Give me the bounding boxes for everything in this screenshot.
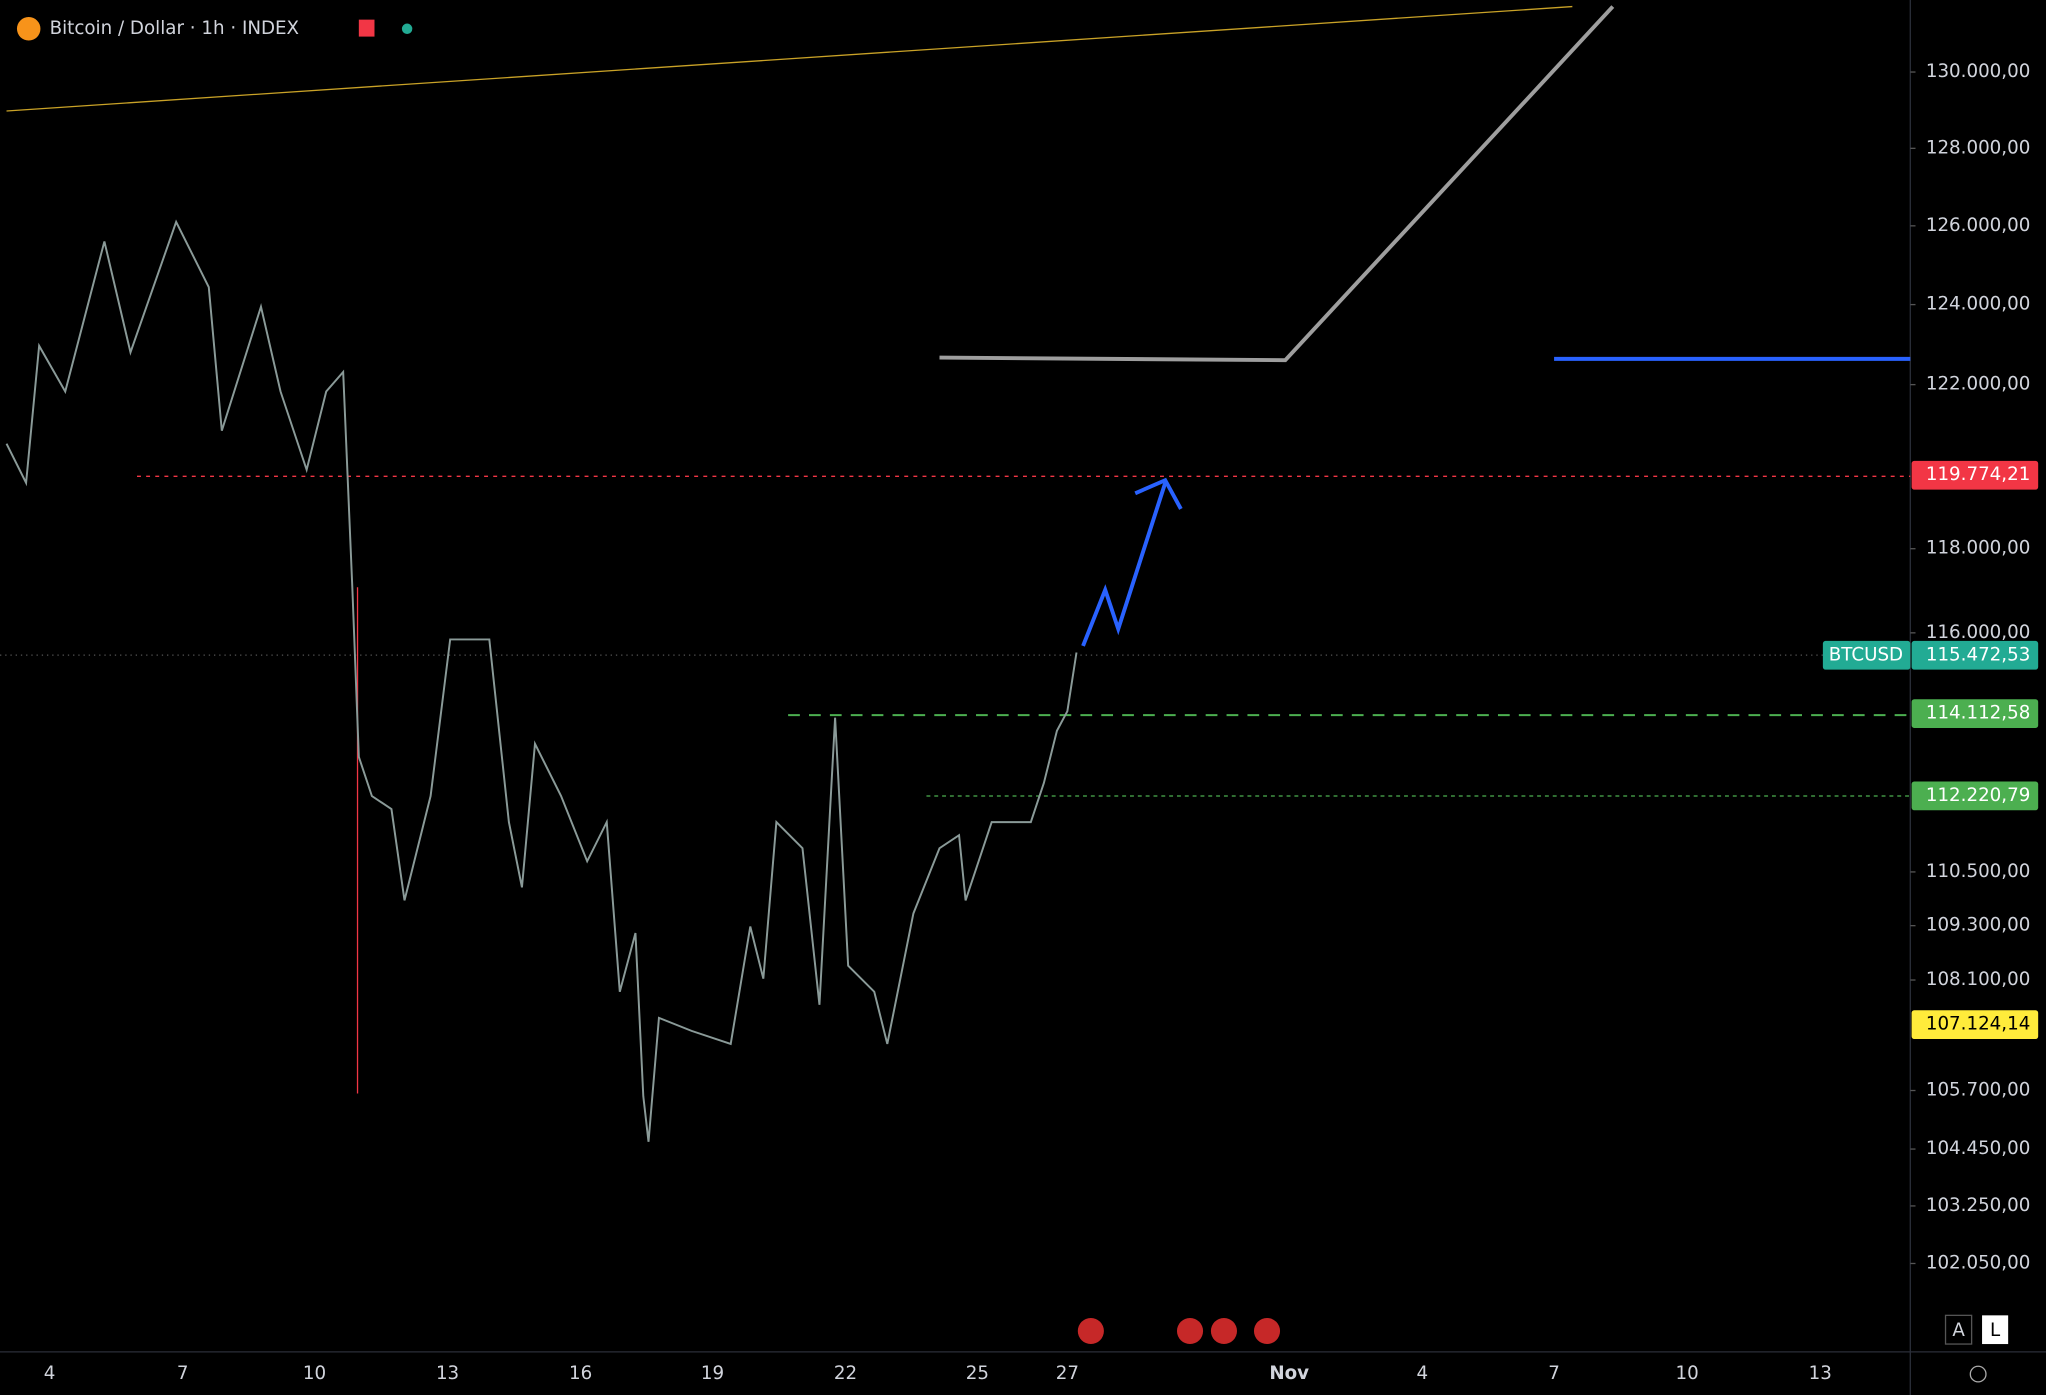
time-tick-label: 7 (177, 1363, 189, 1384)
time-tick-label: 10 (1676, 1363, 1699, 1384)
time-tick-label: 10 (303, 1363, 326, 1384)
price-badge (1911, 781, 2039, 811)
price-badge-label: 112.220,79 (1926, 785, 2031, 806)
auto-button[interactable] (1944, 1314, 1973, 1345)
price-tick-label: 116.000,00 (1926, 622, 2031, 643)
time-tick-label: 25 (966, 1363, 989, 1384)
time-tick-label: 13 (1809, 1363, 1832, 1384)
price-tick-label: 122.000,00 (1926, 374, 2031, 395)
log-label: L (1990, 1320, 2001, 1341)
time-tick-label: 13 (436, 1363, 459, 1384)
price-tick-label: 109.300,00 (1926, 915, 2031, 936)
price-tick-label: 110.500,00 (1926, 861, 2031, 882)
time-tick-label: 16 (569, 1363, 592, 1384)
event-icons (1077, 1317, 1281, 1345)
price-tick-label: 105.700,00 (1926, 1080, 2031, 1101)
symbol-icon (16, 17, 41, 41)
status-dot (401, 23, 413, 34)
time-tick-label: 4 (44, 1363, 56, 1384)
flag-icon (358, 19, 375, 37)
price-tick-label: 126.000,00 (1926, 215, 2031, 236)
price-badge (1911, 699, 2039, 728)
price-tick-label: 108.100,00 (1926, 969, 2031, 990)
time-tick-label: 22 (834, 1363, 857, 1384)
time-tick-label: 19 (701, 1363, 724, 1384)
price-tick-label: 124.000,00 (1926, 294, 2031, 315)
symbol-badge (1822, 640, 1911, 670)
price-series (5, 219, 1078, 1142)
price-tick-label: 104.450,00 (1926, 1138, 2031, 1159)
price-badge (1911, 640, 2039, 670)
price-tick-label: 102.050,00 (1926, 1252, 2031, 1273)
price-badge (1911, 460, 2039, 490)
time-tick-label: 4 (1416, 1363, 1428, 1384)
time-tick-label: Nov (1269, 1363, 1309, 1384)
arrow-head (1134, 477, 1183, 510)
price-tick-label: 103.250,00 (1926, 1195, 2031, 1216)
price-tick-label: 128.000,00 (1926, 137, 2031, 158)
trend-line (6, 5, 1573, 112)
price-badge-label: 119.774,21 (1926, 464, 2031, 485)
price-badge-label: 115.472,53 (1926, 644, 2031, 665)
price-badge-label: 107.124,14 (1926, 1014, 2031, 1035)
price-badge (1911, 1010, 2039, 1039)
settings-icon[interactable] (1969, 1365, 1987, 1383)
symbol-badge-label: BTCUSD (1829, 644, 1903, 665)
price-tick-label: 130.000,00 (1926, 61, 2031, 82)
projection-arrow (1081, 482, 1168, 647)
time-tick-label: 27 (1056, 1363, 1079, 1384)
price-badge-label: 114.112,58 (1926, 703, 2031, 724)
log-button[interactable] (1982, 1315, 2009, 1345)
auto-label: A (1952, 1320, 1965, 1341)
symbol-title[interactable]: Bitcoin / Dollar · 1h · INDEX (50, 18, 299, 39)
price-tick-label: 118.000,00 (1926, 538, 2031, 559)
time-tick-label: 7 (1548, 1363, 1560, 1384)
drawn-path (939, 5, 1615, 363)
